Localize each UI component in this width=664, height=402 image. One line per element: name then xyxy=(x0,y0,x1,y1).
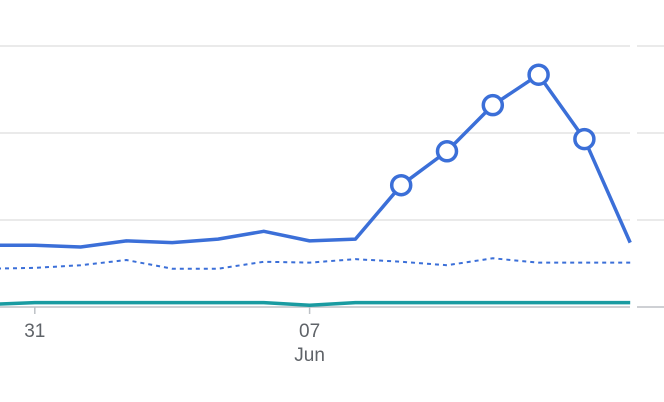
plot-area xyxy=(0,63,632,308)
x-tick-sublabel: Jun xyxy=(294,345,325,366)
series-line xyxy=(0,300,631,308)
point-marker xyxy=(527,63,550,86)
point-marker xyxy=(389,173,413,197)
series-line xyxy=(0,72,632,249)
point-marker xyxy=(573,127,596,151)
point-marker xyxy=(435,140,459,163)
point-marker xyxy=(481,93,505,117)
x-tick-label: 07 xyxy=(299,321,320,342)
x-tick-label: 31 xyxy=(24,321,45,342)
series-line xyxy=(0,257,631,270)
